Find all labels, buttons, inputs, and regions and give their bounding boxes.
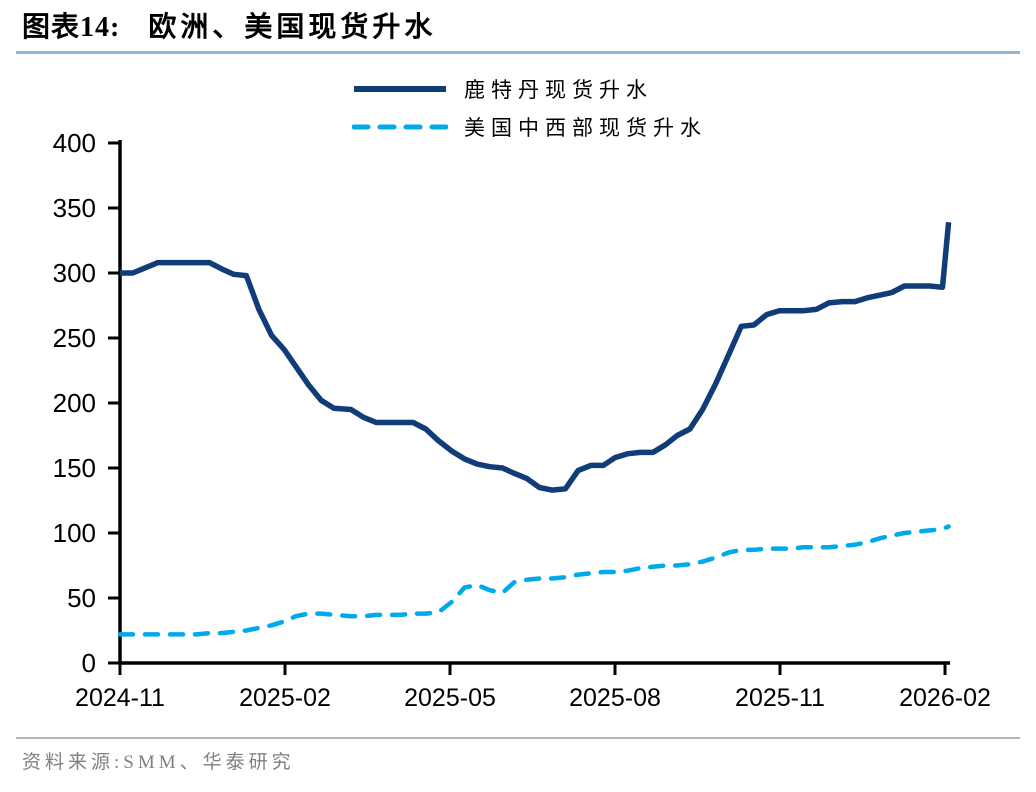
- footer-divider: [16, 737, 1020, 739]
- rotterdam-line-swatch: [354, 86, 446, 92]
- source-note: 资料来源:SMM、华泰研究: [22, 752, 295, 773]
- x-tick-label: 2025-02: [239, 684, 331, 712]
- chart-legend: 鹿特丹现货升水 美国中西部现货升水: [352, 70, 707, 146]
- x-tick-label: 2025-08: [569, 684, 661, 712]
- series-us-midwest-line: [117, 524, 951, 637]
- y-tick-label: 250: [53, 323, 96, 353]
- series-rotterdam-line: [120, 222, 952, 493]
- y-tick-label: 50: [67, 583, 96, 613]
- x-tick-label: 2025-05: [404, 684, 496, 712]
- y-tick-label: 200: [53, 388, 96, 418]
- legend-label-us-midwest: 美国中西部现货升水: [464, 116, 707, 140]
- legend-label-rotterdam: 鹿特丹现货升水: [464, 78, 653, 102]
- y-tick-label: 300: [53, 258, 96, 288]
- y-tick-label: 150: [53, 453, 96, 483]
- legend-item-rotterdam: 鹿特丹现货升水: [352, 70, 707, 108]
- x-tick-label: 2025-11: [735, 684, 825, 712]
- figure-title: 欧洲、美国现货升水: [148, 12, 437, 43]
- figure-header: 图表14: 欧洲、美国现货升水: [22, 10, 436, 46]
- y-tick-label: 100: [53, 518, 96, 548]
- y-tick-label: 400: [53, 128, 96, 158]
- y-tick-label: 350: [53, 193, 96, 223]
- title-underline: [16, 51, 1020, 54]
- x-tick-label: 2026-02: [899, 684, 991, 712]
- axes: [118, 140, 950, 665]
- legend-item-us-midwest: 美国中西部现货升水: [352, 108, 707, 146]
- figure-number-label: 图表14:: [22, 12, 121, 43]
- y-tick-label: 0: [82, 648, 96, 678]
- x-tick-label: 2024-11: [75, 684, 165, 712]
- us-midwest-line-swatch: [352, 124, 448, 130]
